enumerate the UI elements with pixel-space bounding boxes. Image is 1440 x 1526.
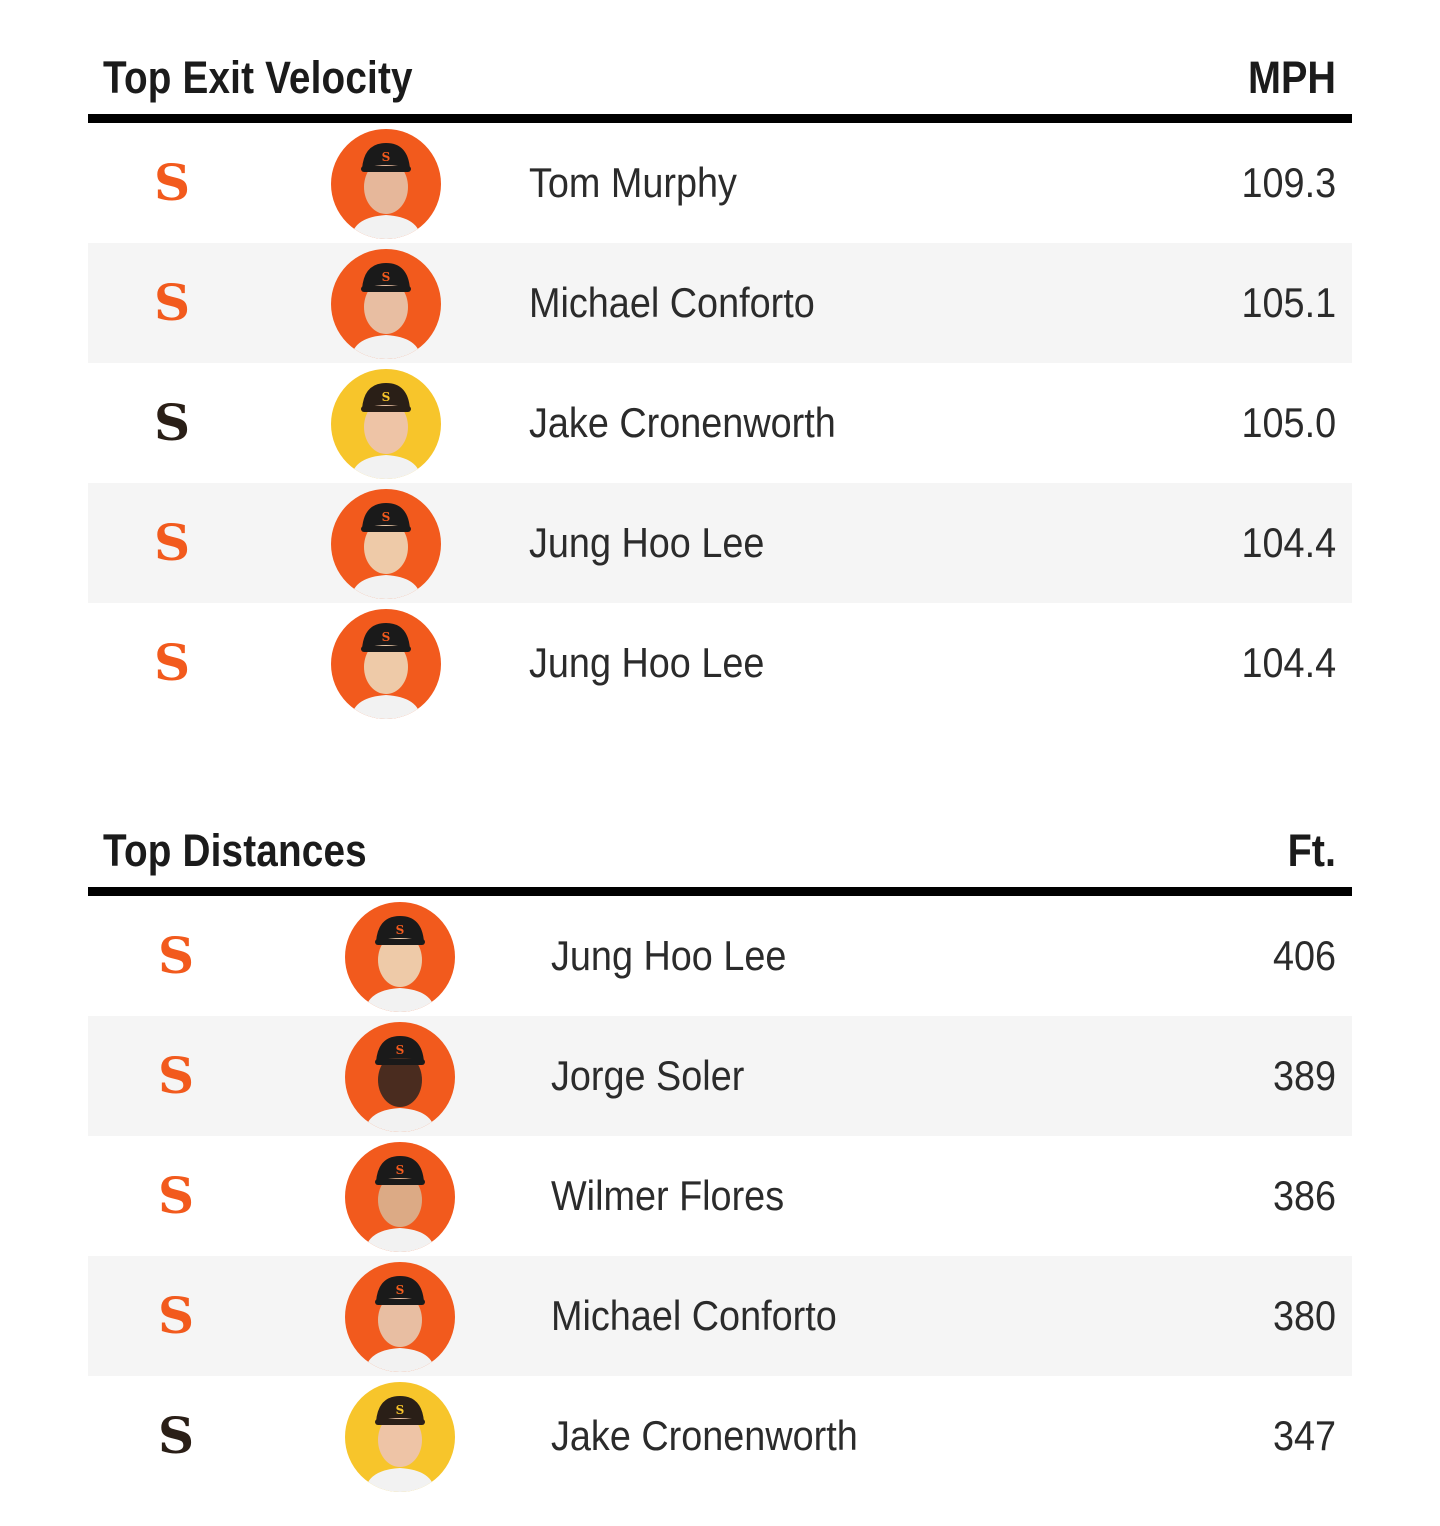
headshot-icon: S [331,369,441,479]
stat-value: 104.4 [1241,519,1336,566]
section-title: Top Distances [103,825,367,876]
headshot-icon: S [331,609,441,719]
distances-section: Top Distances Ft. S S Jung Hoo Lee 406 S S Jor… [88,813,1352,1496]
player-headshot-avatar: S [331,489,441,599]
section-title: Top Exit Velocity [103,52,413,103]
player-name: Jake Cronenworth [551,1412,858,1459]
player-name: Michael Conforto [551,1292,837,1339]
list-item[interactable]: S S Michael Conforto 105.1 [88,243,1352,363]
player-name: Jung Hoo Lee [551,932,787,979]
headshot-icon: S [331,129,441,239]
sf-giants-logo-icon: S [157,926,195,985]
player-name: Jung Hoo Lee [529,519,765,566]
sf-giants-logo-icon: S [153,153,191,212]
sf-giants-logo-icon: S [153,633,191,692]
svg-text:S: S [396,1403,405,1417]
list-item[interactable]: S S Jung Hoo Lee 104.4 [88,483,1352,603]
player-name: Jake Cronenworth [529,399,836,446]
player-name: Tom Murphy [529,159,737,206]
stat-value: 109.3 [1241,159,1336,206]
exit-velocity-list: S S Tom Murphy 109.3 S S Michael Conforto 105.1… [88,123,1352,723]
stat-value: 105.0 [1241,399,1336,446]
sf-giants-logo-icon: S [153,273,191,332]
list-item[interactable]: S S Jake Cronenworth 105.0 [88,363,1352,483]
stat-value: 105.1 [1241,279,1336,326]
svg-text:S: S [382,510,391,524]
player-headshot-avatar: S [331,609,441,719]
player-name: Wilmer Flores [551,1172,785,1219]
distances-header: Top Distances Ft. [88,813,1352,896]
player-headshot-avatar: S [345,902,455,1012]
list-item[interactable]: S S Jorge Soler 389 [88,1016,1352,1136]
sf-giants-logo-icon: S [157,1286,195,1345]
svg-text:S: S [382,390,391,404]
headshot-icon: S [345,1022,455,1132]
svg-text:S: S [396,923,405,937]
sf-giants-logo-icon: S [153,513,191,572]
svg-text:S: S [396,1163,405,1177]
list-item[interactable]: S S Jake Cronenworth 347 [88,1376,1352,1496]
unit-label: MPH [1248,52,1336,103]
headshot-icon: S [345,1142,455,1252]
list-item[interactable]: S S Wilmer Flores 386 [88,1136,1352,1256]
player-headshot-avatar: S [331,249,441,359]
list-item[interactable]: S S Tom Murphy 109.3 [88,123,1352,243]
sf-giants-logo-icon: S [157,1046,195,1105]
svg-text:S: S [396,1283,405,1297]
stat-value: 380 [1272,1292,1336,1339]
sf-giants-logo-icon: S [157,1166,195,1225]
sd-padres-logo-icon: S [153,393,191,452]
list-item[interactable]: S S Michael Conforto 380 [88,1256,1352,1376]
player-headshot-avatar: S [345,1382,455,1492]
player-name: Jung Hoo Lee [529,639,765,686]
player-headshot-avatar: S [345,1262,455,1372]
svg-text:S: S [382,270,391,284]
svg-text:S: S [396,1043,405,1057]
stat-value: 389 [1272,1052,1336,1099]
player-headshot-avatar: S [345,1022,455,1132]
stat-value: 406 [1272,932,1336,979]
unit-label: Ft. [1287,825,1336,876]
svg-text:S: S [382,150,391,164]
stat-value: 104.4 [1241,639,1336,686]
distances-list: S S Jung Hoo Lee 406 S S Jorge Soler 389 S S Wilme… [88,896,1352,1496]
headshot-icon: S [331,489,441,599]
headshot-icon: S [345,1382,455,1492]
headshot-icon: S [345,902,455,1012]
list-item[interactable]: S S Jung Hoo Lee 406 [88,896,1352,1016]
exit-velocity-header: Top Exit Velocity MPH [88,40,1352,123]
stat-value: 347 [1272,1412,1336,1459]
player-headshot-avatar: S [345,1142,455,1252]
player-name: Jorge Soler [551,1052,745,1099]
player-headshot-avatar: S [331,129,441,239]
headshot-icon: S [331,249,441,359]
headshot-icon: S [345,1262,455,1372]
exit-velocity-section: Top Exit Velocity MPH S S Tom Murphy 109.3 S… [88,40,1352,723]
sd-padres-logo-icon: S [157,1406,195,1465]
stat-value: 386 [1272,1172,1336,1219]
svg-text:S: S [382,630,391,644]
player-name: Michael Conforto [529,279,815,326]
list-item[interactable]: S S Jung Hoo Lee 104.4 [88,603,1352,723]
player-headshot-avatar: S [331,369,441,479]
